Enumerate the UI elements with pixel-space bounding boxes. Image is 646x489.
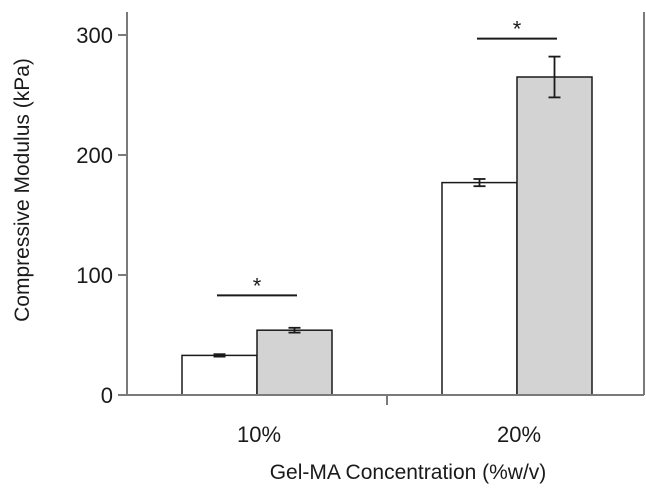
bars-group (181, 55, 593, 396)
y-tick-label: 200 (76, 143, 113, 168)
annotations-group: ** (217, 17, 557, 298)
x-tick-label: 10% (237, 422, 281, 447)
bar (181, 354, 258, 396)
y-tick-label: 0 (101, 383, 113, 408)
bar (256, 329, 333, 396)
x-axis-title: Gel-MA Concentration (%w/v) (270, 461, 547, 484)
y-tick-label: 300 (76, 23, 113, 48)
significance-label: * (253, 273, 262, 298)
y-tick-label: 100 (76, 263, 113, 288)
x-tick-label: 20% (497, 422, 541, 447)
y-axis-title: Compressive Modulus (kPa) (11, 58, 34, 322)
bar (441, 181, 518, 396)
significance-label: * (513, 17, 522, 42)
axes-group: 0 100 200 300 10% 20% (76, 12, 645, 447)
bar (516, 76, 593, 396)
